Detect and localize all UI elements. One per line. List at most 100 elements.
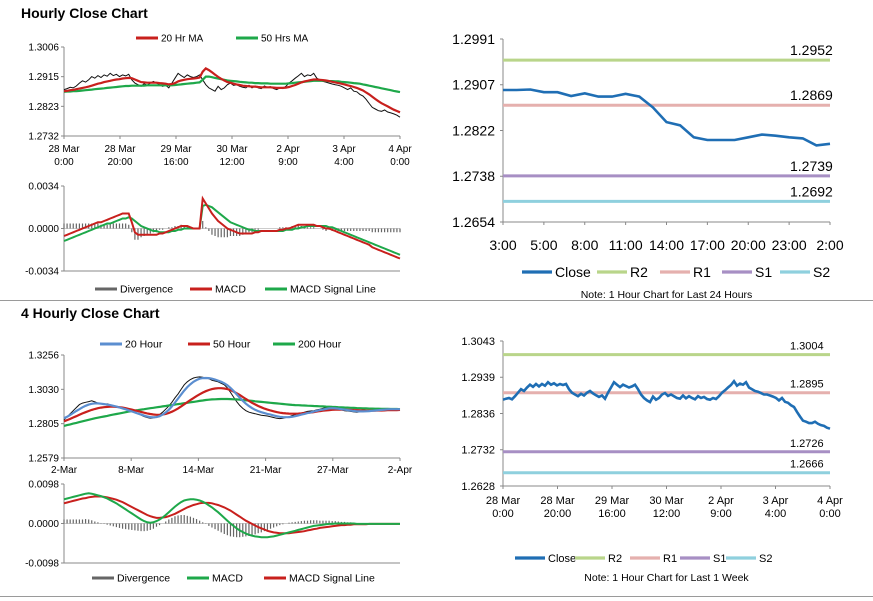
hourly-ma-y-tick-label: 1.2823 [28,102,59,113]
fourhour-levels-s2-label: 1.2666 [790,459,824,471]
bottom-divider [0,596,873,597]
hourly-ma-x-tick-label: 9:00 [278,157,298,168]
hourly-levels-y-tick-label: 1.2991 [452,31,495,47]
fourhour-levels-x-tick-label: 0:00 [492,508,513,520]
hourly-levels-legend-label: S1 [755,264,772,280]
fourhour-levels-x-tick-label: 28 Mar [540,495,575,507]
fourhour-macd-y-tick-label: 0.0098 [28,480,59,491]
hourly-macd-y-tick-label: 0.0000 [28,224,59,235]
hourly-levels-x-tick-label: 17:00 [690,237,725,253]
hourly-macd-signal-line [63,203,401,256]
hourly-ma-x-tick-label: 16:00 [163,157,188,168]
fourhour-levels-r1-label: 1.2895 [790,379,824,391]
fourhour-levels-legend-label: S2 [759,553,772,565]
fourhour-levels-y-tick-label: 1.2836 [461,408,495,420]
hourly-ma-x-tick-label: 29 Mar [160,144,192,155]
hourly-macd-y-tick-label: 0.0034 [28,182,59,193]
hourly-ma-20-line [63,67,401,114]
hourly-macd-y-tick-label: -0.0034 [25,267,59,278]
fourhour-levels-y-tick-label: 1.2939 [461,372,495,384]
hourly-ma-x-tick-label: 28 Mar [48,144,80,155]
fourhour-levels-y-tick-label: 1.3043 [461,336,495,348]
hourly-ma-x-tick-label: 0:00 [54,157,74,168]
fourhour-levels-x-tick-label: 30 Mar [649,495,684,507]
fourhour-ma-x-tick-label: 14-Mar [183,465,215,476]
hourly-levels-x-tick-label: 11:00 [609,237,643,253]
hourly-levels-y-tick-label: 1.2738 [452,168,495,184]
hourly-levels-legend-label: R1 [693,264,711,280]
hourly-levels-r1-label: 1.2869 [790,87,833,103]
fourhour-levels-s1-label: 1.2726 [790,438,824,450]
fourhour-macd-macd-line [63,492,400,539]
hourly-ma-x-tick-label: 12:00 [219,157,244,168]
section-title-4hourly: 4 Hourly Close Chart [21,305,160,321]
hourly-ma-y-tick-label: 1.3006 [28,43,59,54]
fourhour-levels-legend-label: Close [548,553,576,565]
fourhour-levels-x-tick-label: 4 Apr [817,495,843,507]
section-title-hourly: Hourly Close Chart [21,5,148,21]
hourly-levels-y-tick-label: 1.2822 [452,122,495,138]
fourhour-ma-legend-label: 200 Hour [298,339,342,351]
fourhour-ma-x-tick-label: 2-Mar [51,465,78,476]
hourly-macd-macd-line [63,195,401,260]
hourly-levels-legend-label: S2 [813,264,830,280]
hourly-levels-x-tick-label: 23:00 [772,237,807,253]
hourly-levels-x-tick-label: 8:00 [571,237,598,253]
fourhour-ma-x-tick-label: 2-Apr [388,465,413,476]
hourly-ma-y-tick-label: 1.2915 [28,72,59,83]
fourhour-levels-x-tick-label: 12:00 [653,508,681,520]
fourhour-macd-y-tick-label: -0.0098 [25,559,59,570]
hourly-levels-close-line [503,88,831,147]
fourhour-ma-50-line [63,387,401,423]
hourly-ma-x-tick-label: 30 Mar [216,144,248,155]
hourly-ma-y-tick-label: 1.2732 [28,132,59,143]
hourly-ma-legend-label: 50 Hrs MA [261,34,309,45]
hourly-ma-x-tick-label: 2 Apr [276,144,300,155]
hourly-ma-x-tick-label: 3 Apr [332,144,356,155]
fourhour-levels-x-tick-label: 0:00 [819,508,840,520]
fourhour-levels-r2-label: 1.3004 [790,341,824,353]
hourly-ma-x-tick-label: 28 Mar [104,144,136,155]
hourly-macd-legend-label: MACD [215,284,246,296]
fourhour-levels-x-tick-label: 2 Apr [708,495,734,507]
hourly-ma-x-tick-label: 20:00 [107,157,132,168]
fourhour-levels-x-tick-label: 29 Mar [595,495,630,507]
fourhour-levels-x-tick-label: 4:00 [765,508,786,520]
hourly-levels-y-tick-label: 1.2907 [452,77,495,93]
fourhour-levels-x-tick-label: 9:00 [710,508,731,520]
hourly-ma-legend-label: 20 Hr MA [161,34,204,45]
hourly-ma-x-tick-label: 0:00 [390,157,410,168]
fourhour-macd-signal-line [63,495,400,535]
fourhour-ma-200-line [63,397,401,427]
fourhour-ma-x-tick-label: 27-Mar [317,465,349,476]
hourly-levels-x-tick-label: 14:00 [649,237,684,253]
fourhour-levels-legend-label: R2 [608,553,622,565]
hourly-levels-note: Note: 1 Hour Chart for Last 24 Hours [581,289,753,301]
fourhour-macd-legend-label: MACD [212,573,243,585]
hourly-levels-x-tick-label: 3:00 [489,237,516,253]
hourly-ma-x-tick-label: 4:00 [334,157,354,168]
fourhour-levels-x-tick-label: 20:00 [544,508,572,520]
hourly-ma-x-tick-label: 4 Apr [388,144,412,155]
hourly-levels-legend-label: R2 [630,264,648,280]
hourly-levels-x-tick-label: 2:00 [816,237,843,253]
fourhour-macd-legend-label: MACD Signal Line [289,573,375,585]
fourhour-levels-close-line [502,378,831,430]
fourhour-levels-y-tick-label: 1.2628 [461,481,495,493]
fourhour-ma-legend-label: 20 Hour [125,339,163,351]
hourly-levels-x-tick-label: 5:00 [530,237,557,253]
fourhour-levels-x-tick-label: 3 Apr [763,495,789,507]
hourly-levels-s2-label: 1.2692 [790,183,833,199]
hourly-levels-x-tick-label: 20:00 [731,237,766,253]
fourhour-levels-note: Note: 1 Hour Chart for Last 1 Week [584,572,749,584]
fourhour-ma-x-tick-label: 21-Mar [250,465,282,476]
section-divider [0,300,873,301]
fourhour-ma-y-tick-label: 1.2805 [28,419,59,430]
fourhour-ma-y-tick-label: 1.2579 [28,454,59,465]
fourhour-macd-y-tick-label: 0.0000 [28,519,59,530]
fourhour-ma-x-tick-label: 8-Mar [118,465,145,476]
hourly-ma-50-line [63,75,401,94]
fourhour-levels-legend-label: S1 [713,553,726,565]
hourly-levels-r2-label: 1.2952 [790,42,833,58]
